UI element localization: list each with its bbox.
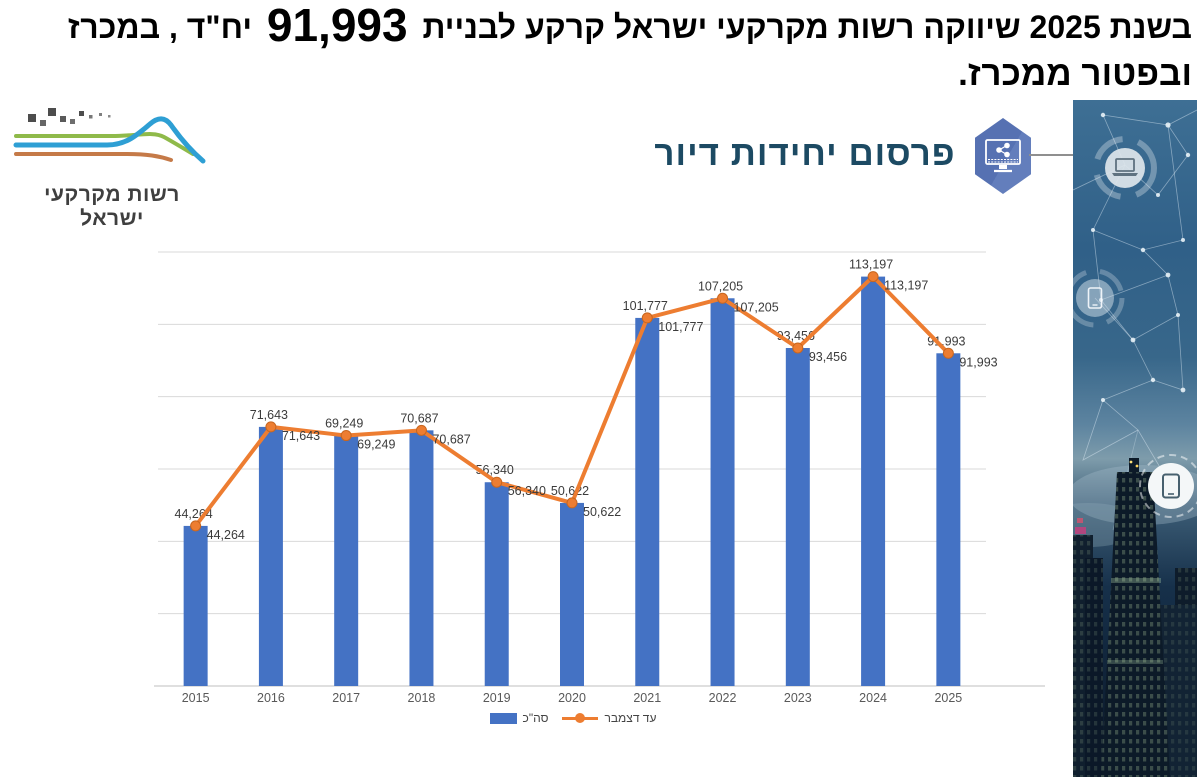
legend-line-label: עד דצמבר: [604, 711, 657, 725]
monitor-share-icon: [975, 118, 1031, 194]
chart-legend: סה"כ עד דצמבר: [158, 709, 988, 727]
network-city-graphic: [1073, 109, 1197, 777]
legend-bar-label: סה"כ: [522, 711, 549, 725]
bar-2019: [484, 482, 509, 686]
bar-2022: [710, 298, 735, 686]
bar-label: 50,622: [551, 484, 589, 498]
headline: בשנת 2025 שיווקה רשות מקרקעי ישראל קרקע …: [0, 2, 1200, 96]
x-axis-label: 2024: [859, 691, 887, 705]
bar-label: 69,249: [325, 417, 363, 431]
line-label: 71,643: [282, 429, 320, 443]
headline-suffix: יח"ד , במכרז: [67, 9, 252, 45]
laptop-icon: [1093, 136, 1157, 200]
ili-logo-graphic: [13, 108, 206, 164]
connector-line: [1029, 154, 1074, 156]
bar-2021: [635, 317, 660, 686]
x-axis-label: 2016: [257, 691, 285, 705]
bar-label: 113,197: [849, 258, 893, 272]
x-axis-label: 2015: [182, 691, 210, 705]
x-axis-label: 2022: [709, 691, 737, 705]
line-label: 50,622: [583, 505, 621, 519]
ili-logo: רשות מקרקעי ישראל: [12, 98, 212, 230]
line-label: 44,264: [207, 528, 245, 542]
monitor-share-glyph: [985, 139, 1021, 173]
city-network-image: [1073, 100, 1197, 777]
bar-2016: [258, 426, 283, 686]
headline-prefix: בשנת 2025 שיווקה רשות מקרקעי ישראל קרקע …: [422, 9, 1192, 45]
line-point: [265, 421, 277, 433]
x-axis-label: 2025: [934, 691, 962, 705]
line-point: [641, 312, 653, 324]
x-axis-label: 2023: [784, 691, 812, 705]
city-tower: [1101, 458, 1170, 777]
line-label: 91,993: [959, 355, 997, 369]
bar-2020: [560, 502, 584, 686]
combo-chart: 44,264 2015 71,643 2016 69,249 2017 70,687 2018…: [154, 251, 1045, 705]
smartphone-icon: [1073, 268, 1125, 328]
line-point: [942, 347, 954, 359]
line-label: 56,340: [508, 484, 546, 498]
line-point: [340, 430, 352, 442]
line-point: [415, 424, 427, 436]
x-axis-label: 2019: [483, 691, 511, 705]
tablet-icon: [1139, 454, 1197, 518]
bar-label: 107,205: [698, 279, 743, 293]
line-point: [190, 520, 202, 532]
headline-number: 91,993: [266, 0, 408, 51]
bar-label: 70,687: [400, 411, 438, 425]
x-axis-label: 2020: [558, 691, 586, 705]
x-axis-label: 2018: [408, 691, 436, 705]
bar-2018: [409, 430, 434, 686]
line-point: [717, 292, 729, 304]
bar-2015: [183, 525, 208, 686]
line-label: 107,205: [734, 300, 779, 314]
legend-item-until-december: עד דצמבר: [562, 711, 656, 725]
legend-line-swatch-icon: [562, 713, 599, 723]
x-axis-label: 2021: [633, 691, 661, 705]
line-label: 101,777: [658, 320, 703, 334]
headline-line-2: ובפטור ממכרז.: [958, 54, 1192, 93]
bar-2017: [334, 435, 359, 686]
line-label: 113,197: [884, 279, 928, 293]
legend-item-total: סה"כ: [489, 711, 549, 725]
bar-2024: [861, 276, 886, 686]
bar-label: 71,643: [250, 408, 288, 422]
bar-label: 91,993: [927, 334, 965, 348]
line-point: [491, 476, 503, 488]
line-point: [792, 342, 804, 354]
legend-bar-swatch-icon: [489, 712, 517, 724]
bar-label: 101,777: [623, 299, 668, 313]
line-label: 70,687: [432, 432, 470, 446]
logo-text: רשות מקרקעי ישראל: [44, 183, 180, 230]
x-axis-label: 2017: [332, 691, 360, 705]
bar-2023: [785, 348, 810, 686]
bar-2025: [936, 353, 961, 686]
headline-line-1: בשנת 2025 שיווקה רשות מקרקעי ישראל קרקע …: [0, 2, 1192, 52]
line-label: 69,249: [357, 438, 395, 452]
line-point: [566, 497, 578, 509]
chart-title: פרסום יחידות דיור: [654, 134, 956, 173]
line-label: 93,456: [809, 350, 847, 364]
line-point: [867, 271, 879, 283]
